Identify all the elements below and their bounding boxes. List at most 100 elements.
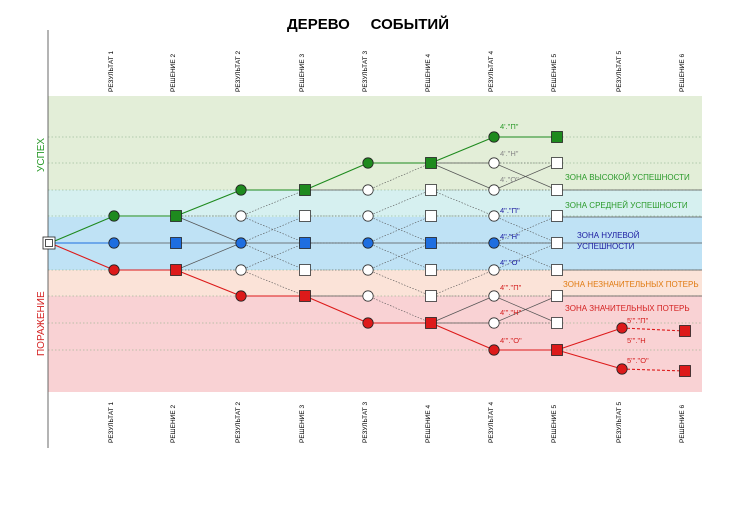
decision-node-empty — [551, 184, 563, 196]
edge-loss — [556, 327, 623, 351]
column-label-bottom: РЕШЕНИЕ 6 — [679, 405, 686, 443]
node-labels: 4'."П" 4'."Н" 4'."О" 4"."П" 4"."Н" 4"."О… — [500, 122, 649, 365]
result-node-empty — [235, 264, 247, 276]
node-label-4n2: 4"."Н" — [500, 232, 520, 241]
node-label-5o: 5'''."О" — [627, 356, 649, 365]
decision-node-success — [425, 157, 437, 169]
column-label-bottom: РЕШЕНИЕ 2 — [170, 405, 177, 443]
zone-bands — [48, 96, 702, 392]
side-label-success: УСПЕХ — [36, 138, 47, 172]
decision-node-neutral — [170, 237, 182, 249]
decision-node-empty — [299, 210, 311, 222]
edge-dotted — [493, 215, 558, 244]
edge-success — [430, 136, 495, 164]
column-label-bottom: РЕШЕНИЕ 4 — [425, 405, 432, 443]
node-label-4n3: 4'''."Н" — [500, 308, 522, 317]
edge-neutral-branch — [175, 215, 242, 244]
decision-node-empty — [425, 290, 437, 302]
result-node-empty — [488, 264, 500, 276]
column-labels-top: РЕЗУЛЬТАТ 1 РЕШЕНИЕ 2 РЕЗУЛЬТАТ 2 РЕШЕНИЕ 3… — [108, 50, 686, 92]
decision-node-empty — [551, 210, 563, 222]
result-node-neutral — [108, 237, 120, 249]
edge-dotted — [367, 215, 432, 244]
edge-loss — [304, 295, 369, 324]
node-label-4p2: 4"."П" — [500, 206, 520, 215]
zone-label-zero: ЗОНА НУЛЕВОЙ — [577, 231, 640, 240]
decision-node-empty — [551, 264, 563, 276]
edge-success — [304, 162, 369, 191]
edge-dotted — [493, 242, 558, 271]
column-label-bottom: РЕЗУЛЬТАТ 4 — [488, 401, 495, 443]
edge-loss — [430, 322, 495, 351]
result-node-neutral — [362, 237, 374, 249]
decision-node-loss — [551, 344, 563, 356]
decision-node-success — [551, 131, 563, 143]
decision-node-loss — [679, 325, 691, 337]
column-label-top: РЕШЕНИЕ 6 — [679, 54, 686, 92]
node-label-5n: 5'''."Н — [627, 336, 646, 345]
column-label-top: РЕЗУЛЬТАТ 2 — [235, 50, 242, 92]
node-label-4p3: 4'''."П" — [500, 283, 522, 292]
edge-success — [175, 189, 242, 217]
column-label-bottom: РЕЗУЛЬТАТ 1 — [108, 401, 115, 443]
node-label-4o2: 4"."О" — [500, 258, 520, 267]
edge-dotted — [240, 215, 306, 244]
column-label-top: РЕЗУЛЬТАТ 1 — [108, 50, 115, 92]
start-node-inner — [45, 239, 53, 247]
edge-dotted — [367, 269, 432, 297]
edge-dotted — [367, 295, 432, 324]
result-node-empty — [235, 210, 247, 222]
side-label-defeat: ПОРАЖЕНИЕ — [36, 291, 47, 356]
edge-dotted — [430, 189, 495, 217]
result-node-loss — [235, 290, 247, 302]
result-node-loss — [362, 317, 374, 329]
decision-node-success — [170, 210, 182, 222]
column-label-top: РЕЗУЛЬТАТ 5 — [616, 50, 623, 92]
edge-dotted — [240, 242, 306, 271]
column-label-bottom: РЕЗУЛЬТАТ 3 — [362, 401, 369, 443]
result-node-empty — [488, 184, 500, 196]
edge-loss — [175, 269, 242, 297]
result-node-neutral — [235, 237, 247, 249]
diagram-title: ДЕРЕВО СОБЫТИЙ — [287, 15, 449, 33]
result-node-empty — [362, 264, 374, 276]
decision-node-empty — [425, 264, 437, 276]
column-label-bottom: РЕЗУЛЬТАТ 5 — [616, 401, 623, 443]
decision-node-empty — [551, 317, 563, 329]
edge-neutral-branch — [430, 295, 495, 324]
edge-neutral-branch — [175, 242, 242, 271]
decision-node-empty — [425, 184, 437, 196]
decision-node-loss — [299, 290, 311, 302]
zone-label-major: ЗОНА ЗНАЧИТЕЛЬНЫХ ПОТЕРЬ — [565, 304, 690, 313]
zone-label-zero-2: УСПЕШНОСТИ — [577, 242, 635, 251]
edge-dotted — [367, 162, 432, 191]
edge-dotted — [367, 242, 432, 271]
solid-lines — [48, 189, 702, 297]
result-node-success — [235, 184, 247, 196]
node-label-4n1: 4'."Н" — [500, 149, 519, 158]
decision-node-loss — [679, 365, 691, 377]
column-labels-bottom: РЕЗУЛЬТАТ 1 РЕШЕНИЕ 2 РЕЗУЛЬТАТ 2 РЕШЕНИЕ 3… — [108, 401, 686, 443]
node-label-5p: 5'''."П" — [627, 316, 649, 325]
band-high-success — [48, 96, 702, 190]
edge-dotted — [240, 189, 306, 217]
band-mid-success — [48, 190, 702, 217]
result-node-success — [362, 157, 374, 169]
result-node-empty — [488, 290, 500, 302]
column-label-top: РЕЗУЛЬТАТ 3 — [362, 50, 369, 92]
tree-edges — [49, 136, 686, 372]
column-label-top: РЕШЕНИЕ 2 — [170, 54, 177, 92]
zone-label-mid: ЗОНА СРЕДНЕЙ УСПЕШНОСТИ — [565, 201, 688, 210]
decision-node-empty — [299, 264, 311, 276]
result-node-empty — [488, 317, 500, 329]
column-label-top: РЕШЕНИЕ 3 — [299, 54, 306, 92]
tree-nodes — [42, 131, 691, 377]
decision-node-empty — [551, 290, 563, 302]
zone-label-minor: ЗОНА НЕЗНАЧИТЕЛЬНЫХ ПОТЕРЬ — [563, 280, 699, 289]
result-node-success — [108, 210, 120, 222]
edge-loss-dashed — [621, 327, 686, 332]
decision-node-empty — [551, 237, 563, 249]
node-label-4o3: 4'''."О" — [500, 336, 522, 345]
result-node-loss — [616, 322, 628, 334]
edge-neutral-branch — [493, 162, 558, 191]
